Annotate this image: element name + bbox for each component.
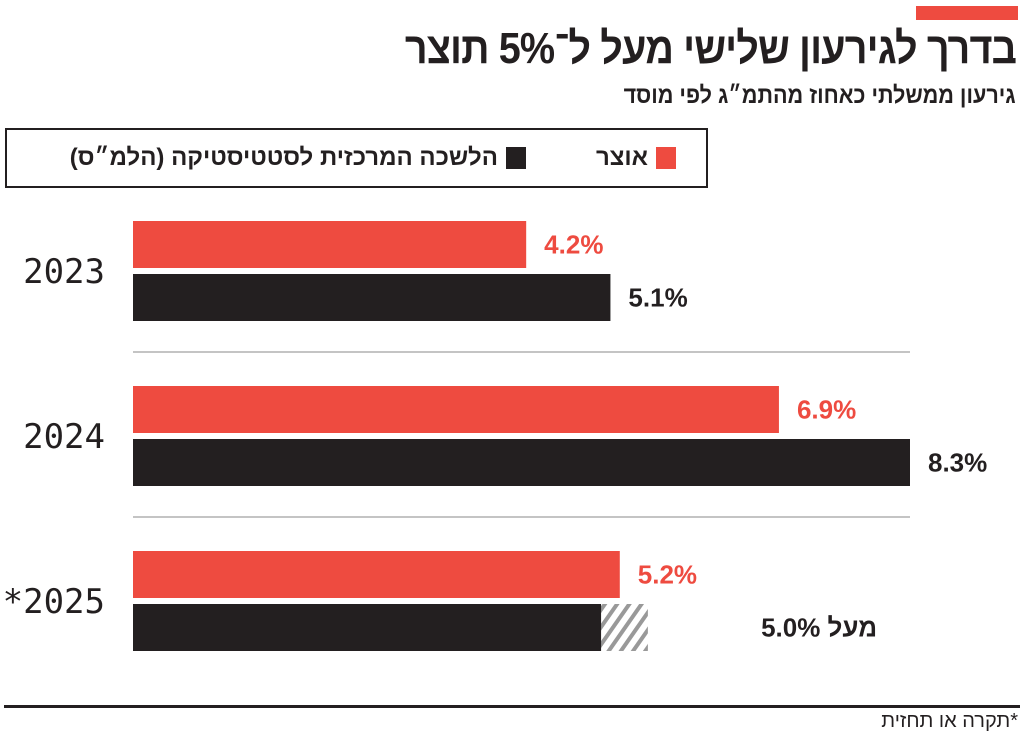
value-label: 4.2% bbox=[544, 230, 603, 260]
value-label: 8.3% bbox=[928, 448, 987, 478]
legend-label: הלשכה המרכזית לסטטיסטיקה (הלמ״ס) bbox=[69, 144, 498, 171]
legend-label: אוצר bbox=[595, 144, 648, 171]
footer-divider bbox=[4, 705, 1020, 708]
bar bbox=[133, 221, 527, 268]
bar bbox=[133, 386, 779, 433]
bar bbox=[133, 439, 910, 486]
value-label: 5.1% bbox=[628, 283, 687, 313]
year-label: 2024 bbox=[23, 417, 105, 457]
bar bbox=[133, 551, 620, 598]
legend-item-treasury: אוצר bbox=[596, 144, 676, 172]
legend: אוצר הלשכה המרכזית לסטטיסטיקה (הלמ״ס) bbox=[5, 128, 708, 188]
value-label: 6.9% bbox=[797, 395, 856, 425]
accent-bar bbox=[916, 6, 1018, 20]
value-label: מעל 5.0% bbox=[761, 613, 877, 643]
legend-item-cbs: הלשכה המרכזית לסטטיסטיקה (הלמ״ס) bbox=[70, 144, 526, 172]
year-label: 2023 bbox=[23, 252, 105, 292]
value-label: 5.2% bbox=[638, 560, 697, 590]
chart-subtitle: גירעון ממשלתי כאחוז מהתמ״ג לפי מוסד bbox=[623, 82, 1016, 109]
bar bbox=[133, 604, 602, 651]
legend-swatch-treasury bbox=[656, 147, 676, 169]
bar bbox=[133, 274, 611, 321]
legend-swatch-cbs bbox=[505, 147, 526, 169]
year-label: *2025 bbox=[3, 582, 105, 622]
chart-title: בדרך לגירעון שלישי מעל ל־5% תוצר bbox=[404, 24, 1017, 73]
footnote: *תקרה או תחזית bbox=[881, 710, 1018, 732]
